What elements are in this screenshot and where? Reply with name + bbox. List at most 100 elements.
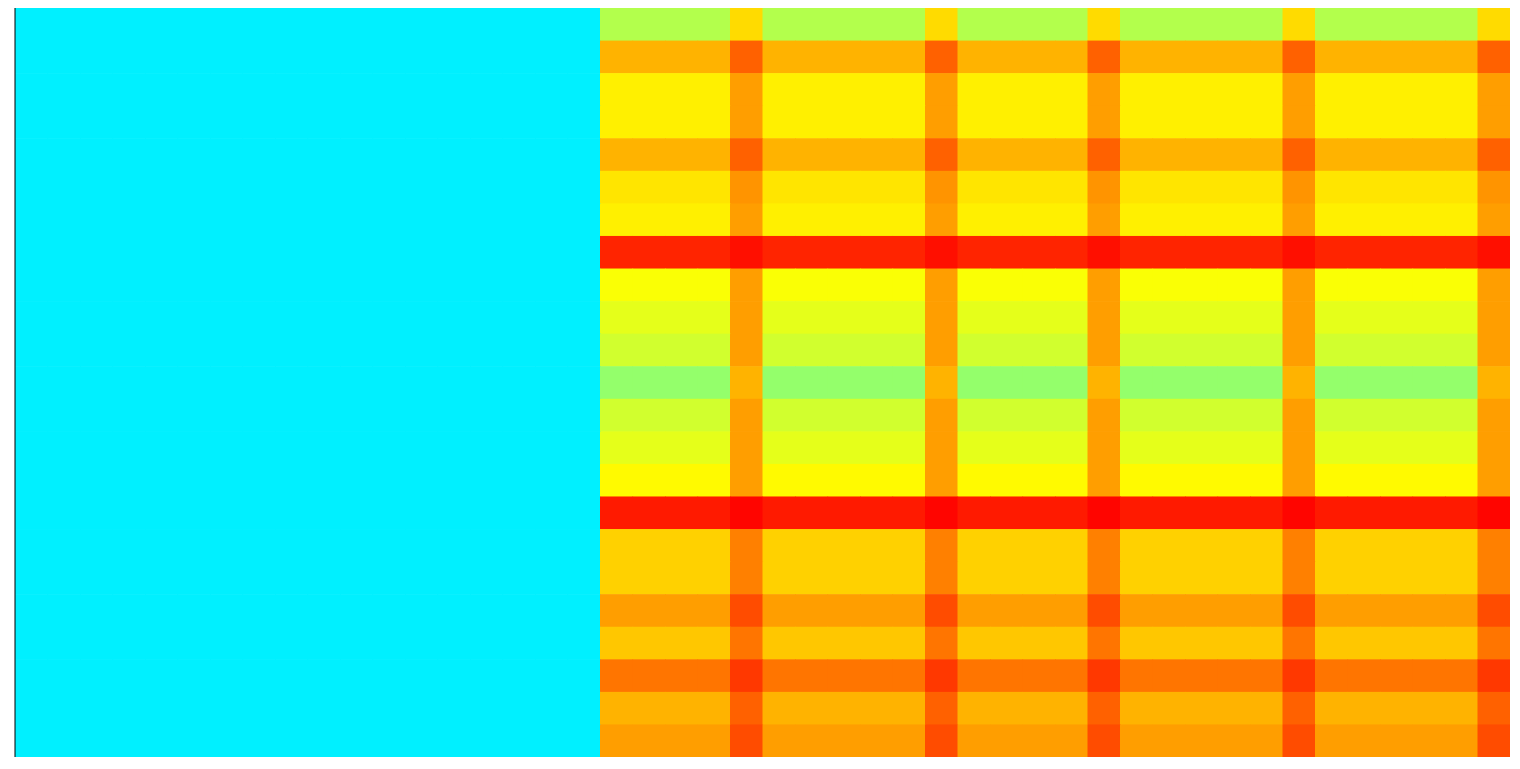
heatmap-cell — [1250, 399, 1283, 432]
heatmap-cell — [633, 236, 666, 269]
heatmap-cell — [438, 203, 471, 236]
heatmap-cell — [600, 529, 633, 562]
heatmap-cell — [1315, 301, 1348, 334]
heatmap-cell — [1120, 464, 1153, 497]
heatmap-cell — [1218, 41, 1251, 74]
heatmap-cell — [925, 41, 958, 74]
heatmap-cell — [340, 724, 373, 757]
heatmap-cell — [503, 334, 536, 367]
heatmap-cell — [1055, 627, 1088, 660]
heatmap-cell — [763, 138, 796, 171]
heatmap-cell — [503, 73, 536, 106]
heatmap-cell — [80, 138, 113, 171]
heatmap-cell — [1478, 529, 1511, 562]
heatmap-cell — [568, 724, 601, 757]
heatmap-cell — [1185, 431, 1218, 464]
heatmap-cell — [438, 334, 471, 367]
heatmap-cell — [535, 431, 568, 464]
heatmap-cell — [730, 106, 763, 139]
heatmap-cell — [1478, 562, 1511, 595]
heatmap-cell — [1153, 627, 1186, 660]
heatmap-cell — [1283, 659, 1316, 692]
heatmap-cell — [698, 594, 731, 627]
heatmap-cell — [958, 8, 991, 41]
heatmap-cell — [568, 269, 601, 302]
heatmap-cell — [1088, 269, 1121, 302]
heatmap-cell — [210, 724, 243, 757]
heatmap-cell — [568, 431, 601, 464]
heatmap-cell — [178, 399, 211, 432]
heatmap-cell — [373, 8, 406, 41]
heatmap-cell — [1088, 496, 1121, 529]
heatmap-cell — [373, 106, 406, 139]
heatmap-cell — [340, 431, 373, 464]
heatmap-cell — [178, 106, 211, 139]
heatmap-cell — [1348, 106, 1381, 139]
heatmap-cell — [1023, 301, 1056, 334]
heatmap-cell — [145, 594, 178, 627]
heatmap-cell — [1185, 269, 1218, 302]
heatmap-cell — [145, 106, 178, 139]
heatmap-cell — [1218, 431, 1251, 464]
heatmap-cell — [503, 594, 536, 627]
heatmap-cell — [535, 138, 568, 171]
heatmap-cell — [535, 659, 568, 692]
heatmap-cell — [600, 138, 633, 171]
heatmap-cell — [1023, 269, 1056, 302]
heatmap-cell — [15, 8, 48, 41]
heatmap-cell — [1218, 203, 1251, 236]
heatmap-cell — [405, 236, 438, 269]
heatmap-cell — [730, 464, 763, 497]
heatmap-cell — [1413, 659, 1446, 692]
heatmap-cell — [665, 692, 698, 725]
heatmap-cell — [243, 529, 276, 562]
heatmap-cell — [925, 627, 958, 660]
heatmap-cell — [373, 269, 406, 302]
heatmap-cell — [80, 41, 113, 74]
heatmap-cell — [1413, 171, 1446, 204]
heatmap-cell — [210, 106, 243, 139]
heatmap-cell — [308, 106, 341, 139]
heatmap-cell — [80, 659, 113, 692]
heatmap-cell — [113, 171, 146, 204]
heatmap-cell — [568, 496, 601, 529]
heatmap-cell — [15, 301, 48, 334]
heatmap-cell — [1283, 41, 1316, 74]
heatmap-cell — [828, 8, 861, 41]
heatmap-cell — [990, 594, 1023, 627]
heatmap-cell — [275, 692, 308, 725]
heatmap-cell — [178, 562, 211, 595]
heatmap-cell — [1153, 399, 1186, 432]
heatmap-cell — [698, 496, 731, 529]
heatmap-cell — [1153, 724, 1186, 757]
heatmap-cell — [340, 529, 373, 562]
heatmap-cell — [1250, 659, 1283, 692]
heatmap-cell — [438, 431, 471, 464]
heatmap-cell — [633, 106, 666, 139]
heatmap-cell — [340, 171, 373, 204]
heatmap-cell — [568, 334, 601, 367]
heatmap-cell — [730, 562, 763, 595]
heatmap-cell — [1445, 73, 1478, 106]
heatmap-cell — [243, 659, 276, 692]
heatmap-cell — [795, 171, 828, 204]
heatmap-cell — [860, 496, 893, 529]
heatmap-cell — [698, 203, 731, 236]
heatmap-cell — [1153, 562, 1186, 595]
heatmap-cell — [1283, 627, 1316, 660]
heatmap-cell — [860, 73, 893, 106]
heatmap-cell — [568, 529, 601, 562]
heatmap-cell — [828, 627, 861, 660]
heatmap-cell — [1218, 334, 1251, 367]
heatmap-cell — [503, 236, 536, 269]
heatmap-cell — [438, 724, 471, 757]
heatmap-cell — [893, 431, 926, 464]
heatmap-cell — [470, 334, 503, 367]
heatmap-cell — [1283, 301, 1316, 334]
heatmap-cell — [795, 269, 828, 302]
heatmap-cell — [1120, 301, 1153, 334]
heatmap-cell — [1283, 724, 1316, 757]
heatmap-cell — [1250, 236, 1283, 269]
heatmap-cell — [1250, 496, 1283, 529]
heatmap-cell — [633, 41, 666, 74]
